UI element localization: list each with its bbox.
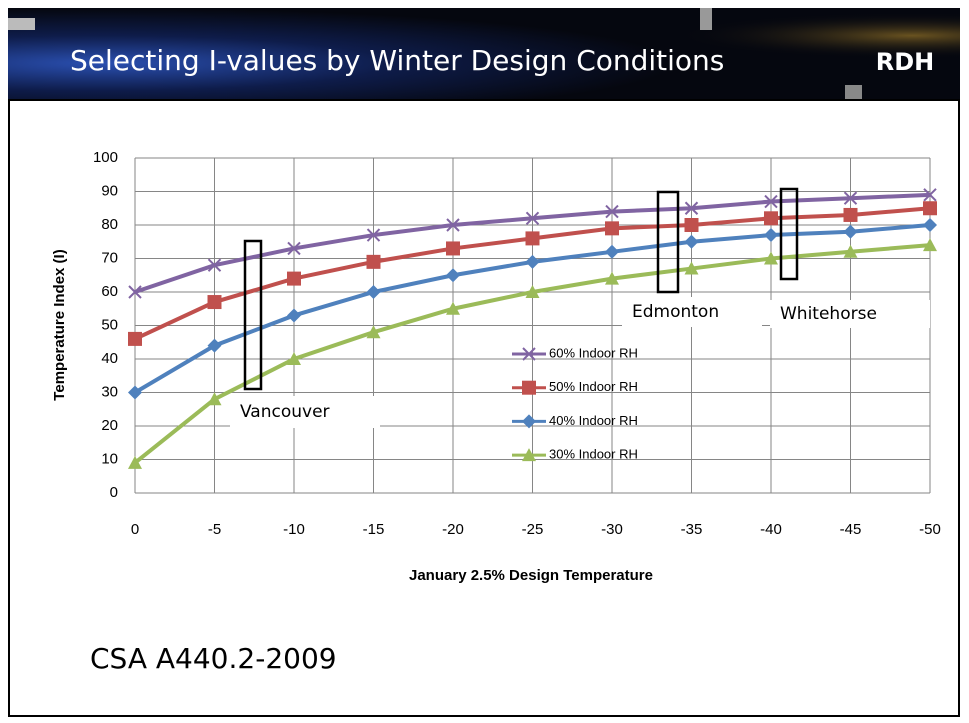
x-tick-label: -45 — [840, 521, 862, 538]
marker — [525, 231, 540, 246]
marker — [446, 241, 460, 256]
marker — [287, 308, 301, 323]
legend-label: 40% Indoor RH — [549, 413, 638, 428]
marker — [923, 201, 937, 216]
decor — [8, 18, 35, 30]
marker — [605, 204, 619, 219]
marker — [923, 238, 937, 252]
marker — [684, 234, 699, 249]
x-axis-title: January 2.5% Design Temperature — [409, 567, 653, 584]
marker — [207, 392, 222, 406]
marker — [128, 385, 142, 400]
y-tick-label: 100 — [93, 149, 118, 166]
legend-marker — [522, 414, 536, 429]
y-tick-label: 80 — [101, 216, 118, 233]
x-tick-label: -10 — [283, 521, 305, 538]
marker — [605, 221, 619, 236]
marker — [446, 218, 460, 232]
marker — [287, 241, 301, 256]
legend-marker — [522, 380, 536, 395]
slide-title: Selecting I-values by Winter Design Cond… — [70, 44, 724, 77]
marker — [764, 211, 778, 226]
marker — [366, 325, 381, 339]
marker — [446, 301, 460, 315]
marker — [366, 285, 381, 299]
marker — [764, 194, 778, 209]
marker — [605, 271, 619, 285]
annotation-bg — [230, 396, 380, 428]
y-tick-label: 20 — [101, 417, 118, 434]
marker — [923, 188, 937, 202]
marker — [843, 224, 858, 239]
marker — [764, 251, 778, 265]
marker — [128, 455, 142, 469]
legend-label: 50% Indoor RH — [549, 379, 638, 394]
marker — [446, 268, 460, 283]
decor — [845, 85, 862, 100]
marker — [843, 244, 858, 258]
y-tick-label: 90 — [101, 182, 118, 199]
highlight-box — [243, 239, 263, 391]
slide-frame — [8, 99, 960, 717]
footer: CSA A440.2-2009 — [90, 642, 337, 675]
x-tick-label: -35 — [681, 521, 703, 538]
x-tick-label: -5 — [208, 521, 221, 538]
y-tick-label: 10 — [101, 450, 118, 467]
y-tick-label: 70 — [101, 249, 118, 266]
highlight-box — [779, 187, 799, 281]
annotation-bg — [622, 297, 762, 327]
marker — [207, 258, 222, 272]
marker — [128, 331, 142, 346]
marker — [525, 211, 540, 226]
marker — [207, 295, 222, 310]
legend-label: 60% Indoor RH — [549, 345, 638, 360]
marker — [843, 207, 858, 222]
marker — [525, 285, 540, 298]
x-tick-label: -30 — [601, 521, 623, 538]
highlight-box — [656, 190, 680, 294]
marker — [764, 228, 778, 243]
marker — [684, 201, 699, 215]
annotation: Whitehorse — [780, 304, 877, 324]
decor — [700, 8, 712, 30]
y-tick-label: 30 — [101, 383, 118, 400]
legend-marker — [522, 347, 536, 361]
marker — [207, 338, 222, 353]
marker — [128, 285, 142, 299]
legend-label: 30% Indoor RH — [549, 447, 638, 462]
marker — [843, 191, 858, 205]
marker — [525, 254, 540, 269]
x-tick-label: -15 — [363, 521, 385, 538]
marker — [366, 228, 381, 242]
x-tick-label: -40 — [760, 521, 782, 538]
y-axis-title: Temperature Index (I) — [51, 249, 68, 400]
marker — [684, 261, 699, 275]
y-tick-label: 60 — [101, 283, 118, 300]
header-glow — [8, 8, 960, 100]
marker — [287, 271, 301, 286]
y-tick-label: 40 — [101, 350, 118, 367]
y-tick-label: 0 — [110, 484, 118, 501]
x-tick-label: -50 — [919, 521, 941, 538]
y-tick-label: 50 — [101, 316, 118, 333]
marker — [366, 254, 381, 269]
x-tick-label: -25 — [522, 521, 544, 538]
annotation: Vancouver — [240, 402, 330, 422]
annotation-bg — [770, 300, 930, 328]
marker — [684, 218, 699, 232]
marker — [605, 244, 619, 259]
marker — [287, 352, 301, 365]
annotation: Edmonton — [632, 302, 719, 322]
logo: RDH — [876, 48, 935, 76]
legend-marker — [522, 448, 536, 462]
marker — [923, 218, 937, 232]
x-tick-label: 0 — [131, 521, 139, 538]
x-tick-label: -20 — [442, 521, 464, 538]
